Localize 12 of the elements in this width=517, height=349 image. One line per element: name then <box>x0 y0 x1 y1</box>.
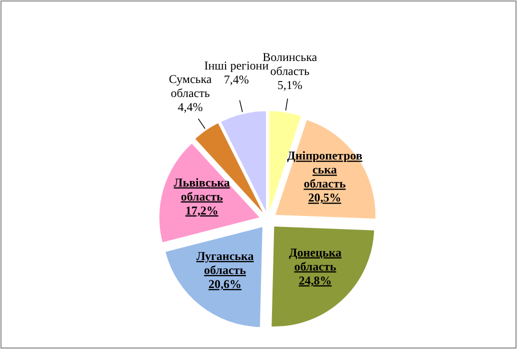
data-label: 4,4% <box>178 100 203 114</box>
data-label: 17,2% <box>185 203 218 218</box>
data-label: 7,4% <box>224 72 249 87</box>
slice-label: Львівська область <box>174 175 230 204</box>
slice-label: Луганська область <box>196 248 254 277</box>
data-label: 5,1% <box>277 78 302 92</box>
slice-label: Дніпропетровська область <box>287 148 363 191</box>
slice-label: Донецька область <box>288 245 342 274</box>
slice-label: Сумська область <box>168 72 212 100</box>
data-label: 20,6% <box>208 276 242 291</box>
data-label: 20,5% <box>308 190 342 205</box>
data-label: 24,8% <box>298 273 332 288</box>
